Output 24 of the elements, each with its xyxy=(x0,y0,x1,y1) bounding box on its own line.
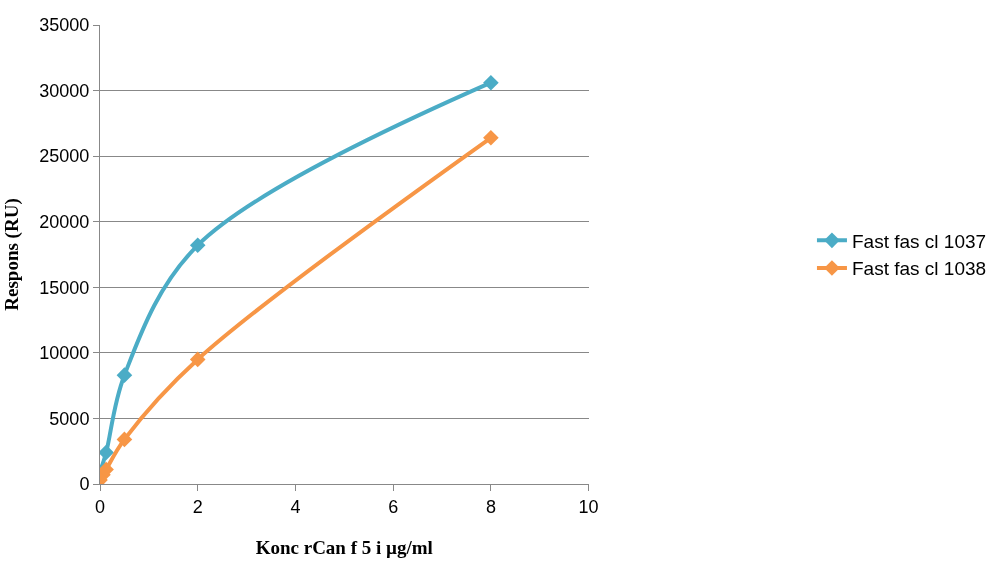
y-tick-label: 30000 xyxy=(39,80,90,101)
y-tick-label: 25000 xyxy=(39,146,90,167)
point xyxy=(483,129,499,146)
point xyxy=(116,431,133,448)
y-tick-label: 20000 xyxy=(39,212,90,233)
x-tick-label: 0 xyxy=(94,496,106,517)
legend-label: Fast fas cl 1037 xyxy=(851,230,987,252)
point xyxy=(189,351,206,368)
y-tick-label: 35000 xyxy=(39,15,90,36)
x-tick-label: 8 xyxy=(485,496,496,517)
x-axis-title: Konc rCan f 5 i µg/ml xyxy=(255,537,433,559)
x-tick-label: 2 xyxy=(192,496,203,517)
y-tick-label: 10000 xyxy=(39,343,90,364)
y-tick-label: 15000 xyxy=(39,277,90,298)
x-tick-label: 6 xyxy=(388,496,399,517)
x-tick-label: 10 xyxy=(578,496,599,517)
point xyxy=(116,367,133,383)
legend-label: Fast fas cl 1038 xyxy=(851,258,987,280)
point xyxy=(189,237,206,254)
point xyxy=(483,74,499,91)
y-tick-label: 5000 xyxy=(49,408,90,429)
y-axis-title: Respons (RU) xyxy=(1,198,24,311)
x-tick-label: 4 xyxy=(290,496,301,517)
y-tick-label: 0 xyxy=(79,474,90,495)
